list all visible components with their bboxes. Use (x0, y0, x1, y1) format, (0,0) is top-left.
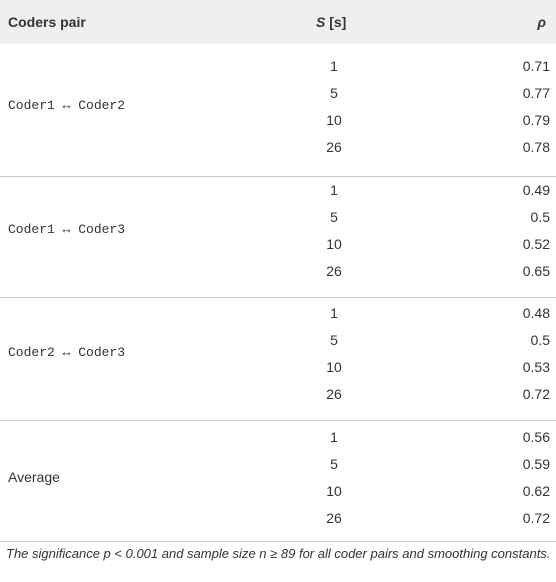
s-cell: 1 (330, 305, 338, 321)
rho-cell: 0.48 (522, 305, 550, 321)
s-cell: 26 (326, 263, 342, 279)
rho-cell: 0.53 (522, 359, 550, 375)
rho-cell: 0.78 (522, 139, 550, 155)
s-cell: 10 (326, 483, 342, 499)
pair-label: Coder1 ↔ Coder2 (8, 98, 126, 113)
header-row: Coders pair S [s] ρ (0, 0, 556, 44)
s-cell: 26 (326, 510, 342, 526)
rho-cell: 0.52 (522, 236, 550, 252)
s-cell: 5 (330, 85, 338, 101)
header-var: S (316, 14, 326, 30)
row-separator (0, 176, 556, 177)
s-cell: 10 (326, 112, 342, 128)
rho-cell: 0.49 (522, 182, 550, 198)
s-cell: 1 (330, 58, 338, 74)
rho-cell: 0.79 (522, 112, 550, 128)
rho-cell: 0.71 (522, 58, 550, 74)
row-separator (0, 420, 556, 421)
rho-cell: 0.56 (522, 429, 550, 445)
pair-label: Coder1 ↔ Coder3 (8, 222, 126, 237)
rho-cell: 0.59 (522, 456, 550, 472)
s-cell: 5 (330, 332, 338, 348)
pair-label: Average (8, 469, 60, 485)
rho-cell: 0.77 (522, 85, 550, 101)
rho-cell: 0.62 (522, 483, 550, 499)
s-cell: 10 (326, 236, 342, 252)
s-cell: 10 (326, 359, 342, 375)
header-unit: [s] (329, 14, 347, 30)
row-separator (0, 297, 556, 298)
s-cell: 1 (330, 182, 338, 198)
s-cell: 1 (330, 429, 338, 445)
caption: The significance p < 0.001 and sample si… (6, 546, 551, 561)
header-cell: ρ (537, 14, 546, 30)
row-separator (0, 541, 556, 542)
s-cell: 5 (330, 456, 338, 472)
rho-cell: 0.65 (522, 263, 550, 279)
rho-cell: 0.72 (522, 510, 550, 526)
rho-cell: 0.5 (530, 209, 550, 225)
rho-cell: 0.5 (530, 332, 550, 348)
pair-label: Coder2 ↔ Coder3 (8, 345, 126, 360)
s-cell: 5 (330, 209, 338, 225)
header-cell: Coders pair (8, 14, 86, 30)
header-cell: S [s] (316, 12, 346, 32)
rho-cell: 0.72 (522, 386, 550, 402)
s-cell: 26 (326, 139, 342, 155)
s-cell: 26 (326, 386, 342, 402)
